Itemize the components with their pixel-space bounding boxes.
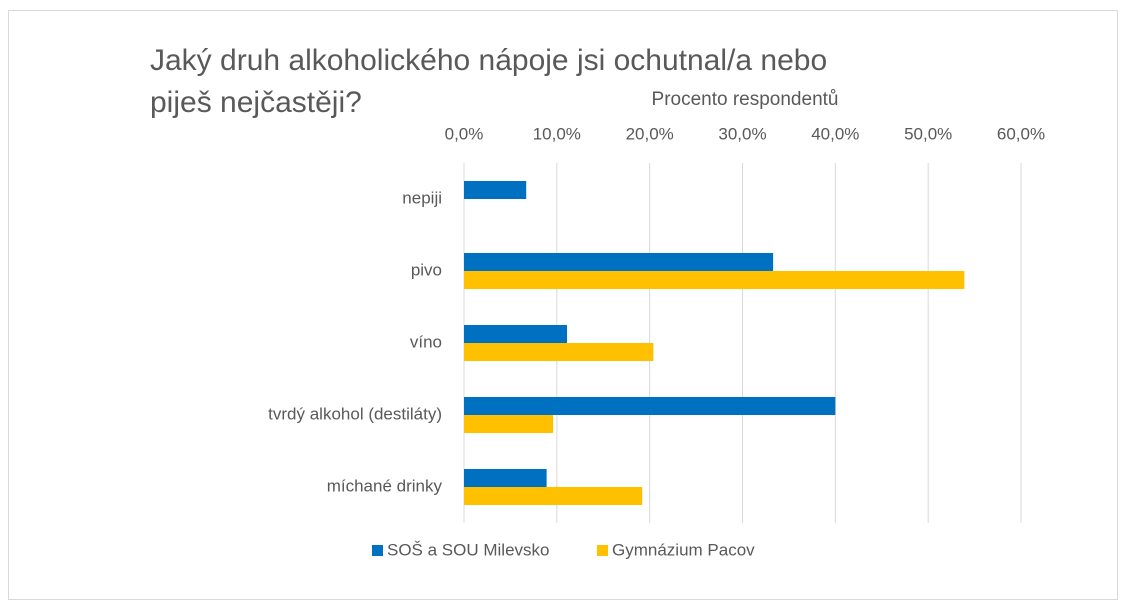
chart-title: Jaký druh alkoholického nápoje jsi ochut… xyxy=(150,44,828,119)
legend-swatch xyxy=(597,545,608,556)
bar xyxy=(464,181,527,199)
bar xyxy=(464,469,547,487)
legend-label: Gymnázium Pacov xyxy=(612,540,755,559)
x-tick-label: 50,0% xyxy=(904,124,952,143)
bar xyxy=(464,271,965,289)
y-tick-label: pivo xyxy=(411,260,442,279)
bar xyxy=(464,397,836,415)
bar xyxy=(464,325,568,343)
x-axis-title: Procento respondentů xyxy=(652,89,839,110)
legend-swatch xyxy=(372,545,383,556)
bar xyxy=(464,253,774,271)
x-tick-label: 10,0% xyxy=(533,124,581,143)
x-tick-label: 20,0% xyxy=(626,124,674,143)
y-tick-label: víno xyxy=(410,332,442,351)
x-tick-label: 0,0% xyxy=(445,124,484,143)
x-tick-label: 60,0% xyxy=(997,124,1045,143)
legend-label: SOŠ a SOU Milevsko xyxy=(387,540,550,559)
x-tick-label: 40,0% xyxy=(811,124,859,143)
bar xyxy=(464,487,643,505)
bar xyxy=(464,343,654,361)
x-tick-label: 30,0% xyxy=(718,124,766,143)
y-tick-label: tvrdý alkohol (destiláty) xyxy=(268,404,442,423)
y-tick-label: míchané drinky xyxy=(327,476,443,495)
bar xyxy=(464,415,554,433)
y-tick-label: nepiji xyxy=(402,188,442,207)
